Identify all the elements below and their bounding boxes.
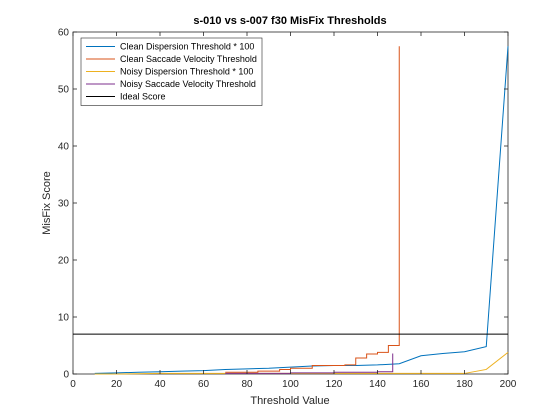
series-line-2 — [225, 46, 400, 373]
y-tick-label: 60 — [58, 28, 70, 39]
y-tick-label: 50 — [58, 85, 70, 96]
series-line-3 — [94, 351, 509, 375]
y-axis-label: MisFix Score — [41, 171, 53, 235]
y-tick-label: 30 — [58, 199, 70, 210]
legend: Clean Dispersion Threshold * 100 Clean Sa… — [80, 37, 263, 106]
x-axis-label: Threshold Value — [250, 395, 329, 407]
y-tick-label: 20 — [58, 256, 70, 267]
legend-entry: Ideal Score — [120, 92, 166, 102]
y-tick-label: 40 — [58, 142, 70, 153]
x-tick-label: 0 — [70, 379, 76, 390]
legend-entry: Clean Saccade Velocity Threshold — [120, 54, 257, 64]
x-tick-label: 100 — [282, 379, 299, 390]
y-tick-label: 10 — [58, 313, 70, 324]
x-tick-label: 180 — [456, 379, 473, 390]
x-tick-label: 60 — [198, 379, 210, 390]
x-tick-label: 140 — [369, 379, 386, 390]
series-layer — [73, 46, 509, 375]
x-tick-label: 160 — [413, 379, 430, 390]
legend-entry: Clean Dispersion Threshold * 100 — [120, 42, 254, 52]
x-tick-label: 80 — [241, 379, 253, 390]
x-tick-label: 200 — [500, 379, 517, 390]
chart-title: s-010 vs s-007 f30 MisFix Thresholds — [193, 15, 386, 27]
y-tick-label: 0 — [63, 370, 69, 381]
x-tick-label: 120 — [326, 379, 343, 390]
x-tick-label: 40 — [154, 379, 166, 390]
ticks-layer: 0 20 40 60 80 100 120 140 160 180 200 0 10 20 30 40 50 60 — [58, 28, 517, 391]
series-line-1 — [94, 46, 509, 374]
legend-entry: Noisy Saccade Velocity Threshold — [120, 79, 256, 89]
legend-entry: Noisy Dispersion Threshold * 100 — [120, 67, 253, 77]
x-tick-label: 20 — [111, 379, 123, 390]
